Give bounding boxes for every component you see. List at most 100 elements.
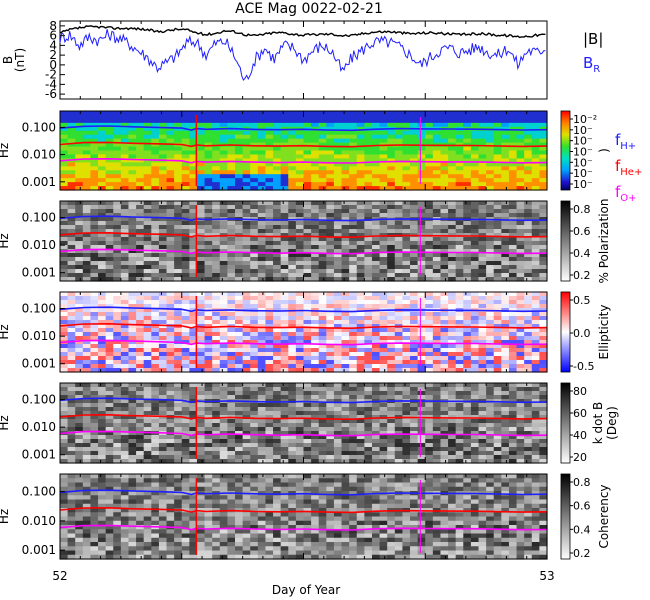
heatmap-cell xyxy=(151,459,160,464)
heatmap-cell xyxy=(105,114,114,120)
heatmap-cell xyxy=(493,352,502,357)
heatmap-cell xyxy=(128,277,137,282)
heatmap-cell xyxy=(273,201,282,206)
y-tick-label: 0.100 xyxy=(22,211,56,225)
heatmap-cell xyxy=(410,273,419,278)
heatmap-cell xyxy=(273,332,282,337)
heatmap-cell xyxy=(516,320,525,325)
heatmap-cell xyxy=(333,154,343,159)
heatmap-cell xyxy=(75,352,84,357)
heatmap-cell xyxy=(189,249,198,254)
heatmap-cell xyxy=(410,257,419,262)
heatmap-cell xyxy=(136,300,145,305)
heatmap-cell xyxy=(356,407,365,412)
heatmap-cell xyxy=(394,174,404,179)
heatmap-cell xyxy=(410,213,419,218)
heatmap-cell xyxy=(265,356,274,361)
heatmap-cell xyxy=(280,455,289,460)
heatmap-cell xyxy=(455,166,464,171)
heatmap-cell xyxy=(113,364,122,369)
heatmap-cell xyxy=(166,178,175,183)
heatmap-cell xyxy=(364,142,373,148)
heatmap-cell xyxy=(174,439,183,444)
heatmap-cell xyxy=(318,344,327,349)
heatmap-cell xyxy=(349,411,358,416)
heatmap-cell xyxy=(67,300,76,305)
heatmap-cell xyxy=(311,158,320,163)
heatmap-cell xyxy=(349,419,358,424)
heatmap-cell xyxy=(394,261,404,266)
heatmap-cell xyxy=(425,352,434,357)
heatmap-cell xyxy=(288,277,297,282)
heatmap-cell xyxy=(151,178,160,183)
heatmap-cell xyxy=(98,245,107,250)
heatmap-cell xyxy=(67,459,76,464)
heatmap-cell xyxy=(303,114,312,120)
heatmap-cell xyxy=(379,352,388,357)
heatmap-cell xyxy=(486,332,495,337)
heatmap-cell xyxy=(432,364,442,369)
heatmap-cell xyxy=(470,348,480,353)
heatmap-cell xyxy=(75,201,84,206)
heatmap-cell xyxy=(128,308,137,313)
heatmap-cell xyxy=(402,245,411,250)
heatmap-cell xyxy=(90,142,99,148)
heatmap-cell xyxy=(448,360,457,365)
y-tick-label: 4 xyxy=(49,38,57,52)
heatmap-cell xyxy=(371,387,381,392)
heatmap-cell xyxy=(166,114,175,120)
heatmap-cell xyxy=(90,265,99,270)
heatmap-cell xyxy=(235,387,244,392)
heatmap-cell xyxy=(204,332,213,337)
heatmap-cell xyxy=(280,459,289,464)
heatmap-cell xyxy=(158,162,168,167)
heatmap-cell xyxy=(326,273,335,278)
heatmap-cell xyxy=(196,391,206,396)
heatmap-cell xyxy=(333,328,343,333)
heatmap-cell xyxy=(280,146,289,152)
heatmap-cell xyxy=(326,411,335,416)
gyro-line-o-plus xyxy=(59,339,548,346)
heatmap-cell xyxy=(455,154,464,159)
heatmap-cell xyxy=(341,328,350,333)
heatmap-cell xyxy=(265,257,274,262)
heatmap-cell xyxy=(212,111,221,116)
heatmap-cell xyxy=(326,178,335,183)
heatmap-cell xyxy=(516,221,525,226)
heatmap-cell xyxy=(280,320,289,325)
heatmap-cell xyxy=(371,162,381,167)
heatmap-cell xyxy=(265,411,274,416)
heatmap-cell xyxy=(196,253,206,258)
heatmap-cell xyxy=(379,403,388,408)
heatmap-cell xyxy=(455,249,464,254)
heatmap-cell xyxy=(227,253,236,258)
heatmap-cell xyxy=(105,312,114,317)
heatmap-cell xyxy=(235,154,244,159)
heatmap-cell xyxy=(105,308,114,313)
heatmap-cell xyxy=(120,336,130,341)
heatmap-cell xyxy=(257,387,267,392)
heatmap-cell xyxy=(174,237,183,242)
heatmap-cell xyxy=(242,300,251,305)
heatmap-cell xyxy=(257,364,267,369)
heatmap-cell xyxy=(432,300,442,305)
heatmap-cell xyxy=(402,265,411,270)
heatmap-cell xyxy=(326,296,335,301)
heatmap-cell xyxy=(486,300,495,305)
heatmap-cell xyxy=(410,340,419,345)
heatmap-cell xyxy=(417,356,426,361)
heatmap-cell xyxy=(265,352,274,357)
heatmap-cell xyxy=(60,336,69,341)
heatmap-cell xyxy=(227,391,236,396)
heatmap-cell xyxy=(402,257,411,262)
heatmap-cell xyxy=(318,146,327,152)
heatmap-cell xyxy=(493,277,502,282)
heatmap-cell xyxy=(470,130,480,136)
heatmap-cell xyxy=(235,328,244,333)
heatmap-cell xyxy=(82,225,92,230)
heatmap-cell xyxy=(113,451,122,456)
heatmap-cell xyxy=(402,114,411,120)
heatmap-cell xyxy=(501,162,510,167)
heatmap-cell xyxy=(280,292,289,297)
heatmap-cell xyxy=(508,150,518,156)
